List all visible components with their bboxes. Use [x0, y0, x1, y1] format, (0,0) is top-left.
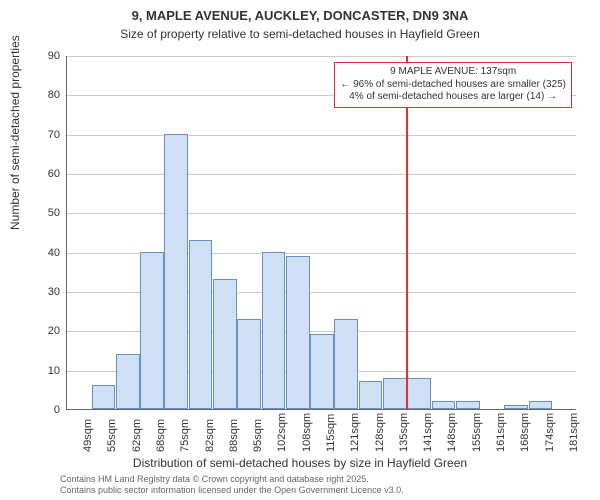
- footnote-line-1: Contains HM Land Registry data © Crown c…: [60, 474, 404, 485]
- footnote: Contains HM Land Registry data © Crown c…: [60, 474, 404, 496]
- x-tick-label: 102sqm: [276, 413, 288, 452]
- y-tick-label: 40: [32, 247, 60, 259]
- histogram-bar: [262, 252, 286, 409]
- y-axis-label: Number of semi-detached properties: [8, 35, 22, 230]
- histogram-bar: [334, 319, 358, 409]
- gridline: [67, 56, 576, 57]
- x-tick-label: 115sqm: [325, 414, 337, 452]
- x-tick-label: 49sqm: [82, 419, 94, 452]
- histogram-bar: [140, 252, 164, 409]
- gridline: [67, 213, 576, 214]
- x-tick-label: 75sqm: [179, 419, 191, 452]
- annotation-line: 4% of semi-detached houses are larger (1…: [340, 91, 566, 104]
- gridline: [67, 174, 576, 175]
- histogram-bar: [189, 240, 213, 409]
- histogram-bar: [407, 378, 431, 409]
- histogram-bar: [529, 401, 553, 409]
- x-tick-label: 88sqm: [228, 419, 240, 452]
- x-tick-label: 161sqm: [495, 413, 507, 452]
- y-tick-label: 0: [32, 404, 60, 416]
- histogram-bar: [504, 405, 528, 409]
- y-tick-label: 10: [32, 365, 60, 377]
- histogram-bar: [286, 256, 310, 409]
- histogram-bar: [310, 334, 334, 409]
- x-tick-label: 155sqm: [471, 413, 483, 452]
- x-tick-label: 121sqm: [349, 413, 361, 452]
- gridline: [67, 135, 576, 136]
- chart-plot-area: [66, 56, 576, 410]
- histogram-bar: [432, 401, 456, 409]
- y-tick-label: 50: [32, 207, 60, 219]
- x-axis-label: Distribution of semi-detached houses by …: [0, 456, 600, 470]
- histogram-bar: [116, 354, 140, 409]
- x-tick-label: 128sqm: [374, 413, 386, 452]
- x-tick-label: 108sqm: [301, 413, 313, 452]
- x-tick-label: 62sqm: [131, 419, 143, 452]
- x-tick-label: 82sqm: [204, 419, 216, 452]
- histogram-bar: [237, 319, 261, 409]
- y-tick-label: 20: [32, 325, 60, 337]
- y-tick-label: 30: [32, 286, 60, 298]
- x-tick-label: 148sqm: [446, 413, 458, 452]
- page-title: 9, MAPLE AVENUE, AUCKLEY, DONCASTER, DN9…: [0, 0, 600, 25]
- histogram-bar: [383, 378, 407, 409]
- annotation-line: ← 96% of semi-detached houses are smalle…: [340, 79, 566, 92]
- histogram-bar: [164, 134, 188, 409]
- histogram-bar: [456, 401, 480, 409]
- histogram-bar: [92, 385, 116, 409]
- y-tick-label: 90: [32, 50, 60, 62]
- y-tick-label: 80: [32, 89, 60, 101]
- x-tick-label: 168sqm: [519, 413, 531, 452]
- footnote-line-2: Contains public sector information licen…: [60, 485, 404, 496]
- x-tick-label: 55sqm: [106, 419, 118, 452]
- x-tick-label: 141sqm: [422, 413, 434, 452]
- histogram-bar: [359, 381, 383, 409]
- x-tick-label: 181sqm: [568, 413, 580, 452]
- y-tick-label: 60: [32, 168, 60, 180]
- annotation-box: 9 MAPLE AVENUE: 137sqm← 96% of semi-deta…: [334, 62, 572, 108]
- x-tick-label: 135sqm: [398, 413, 410, 452]
- x-tick-label: 68sqm: [155, 419, 167, 452]
- histogram-bar: [213, 279, 237, 409]
- y-tick-label: 70: [32, 129, 60, 141]
- x-tick-label: 95sqm: [252, 419, 264, 452]
- x-tick-label: 174sqm: [544, 413, 556, 452]
- reference-line: [406, 56, 408, 410]
- page-subtitle: Size of property relative to semi-detach…: [0, 25, 600, 41]
- annotation-line: 9 MAPLE AVENUE: 137sqm: [340, 66, 566, 79]
